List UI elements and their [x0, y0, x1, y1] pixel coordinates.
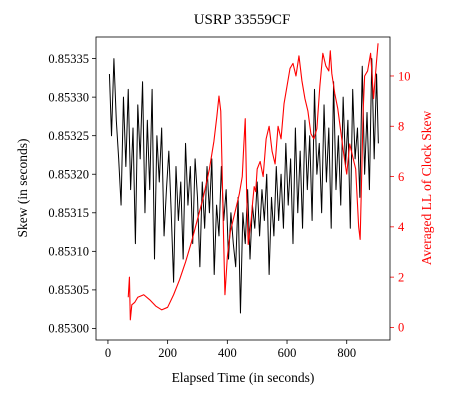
- x-axis-label: Elapsed Time (in seconds): [172, 370, 315, 385]
- x-axis-ticks: 0 200 400 600 800: [105, 340, 356, 360]
- x-tick-label: 0: [105, 346, 111, 360]
- x-tick-label: 600: [278, 346, 297, 360]
- series-line-averaged-ll: [127, 43, 379, 321]
- y-axis-right-ticks: 0 2 4 6 8 10: [390, 69, 411, 335]
- y-left-tick-label: 0.85325: [48, 129, 89, 143]
- y-left-tick-label: 0.85315: [48, 206, 89, 220]
- y-right-tick-label: 8: [398, 120, 404, 134]
- y-right-tick-label: 6: [398, 170, 404, 184]
- x-tick-label: 200: [158, 346, 177, 360]
- y-left-tick-label: 0.85335: [48, 52, 89, 66]
- y-left-tick-label: 0.85320: [48, 168, 89, 182]
- chart-title: USRP 33559CF: [194, 12, 291, 28]
- x-tick-label: 400: [218, 346, 237, 360]
- y-left-tick-label: 0.85330: [48, 90, 89, 104]
- y-axis-left-ticks: 0.85300 0.85305 0.85310 0.85315 0.85320 0.853…: [48, 52, 96, 336]
- x-tick-label: 800: [337, 346, 356, 360]
- plot-frame: [95, 36, 391, 341]
- y-right-tick-label: 2: [398, 270, 404, 284]
- y-axis-right-label: Averaged LL of Clock Skew: [419, 111, 434, 266]
- series-line-skew: [108, 58, 379, 314]
- y-left-tick-label: 0.85305: [48, 283, 89, 297]
- plot-area: [108, 43, 379, 321]
- y-left-tick-label: 0.85300: [48, 322, 89, 336]
- y-right-tick-label: 4: [398, 220, 405, 234]
- y-right-tick-label: 10: [398, 69, 411, 83]
- y-axis-left-label: Skew (in seconds): [15, 139, 30, 238]
- y-left-tick-label: 0.85310: [48, 245, 89, 259]
- y-right-tick-label: 0: [398, 321, 404, 335]
